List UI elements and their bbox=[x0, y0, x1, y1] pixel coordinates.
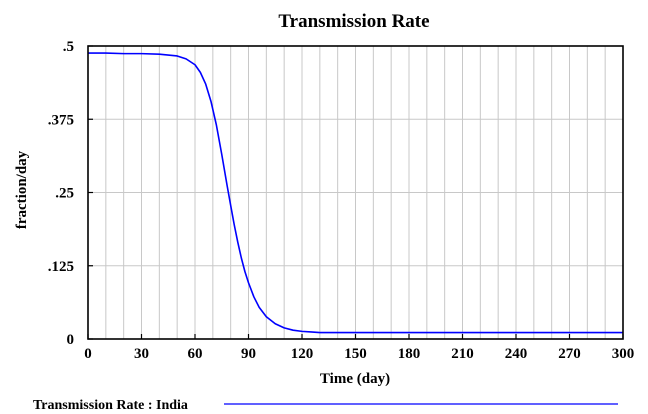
x-tick-label: 60 bbox=[188, 346, 203, 362]
x-tick-label: 240 bbox=[505, 346, 528, 362]
y-tick-label: 0 bbox=[67, 332, 75, 348]
chart-title: Transmission Rate bbox=[278, 11, 429, 32]
y-tick-label: .375 bbox=[48, 112, 74, 128]
x-tick-label: 150 bbox=[344, 346, 367, 362]
x-tick-label: 270 bbox=[558, 346, 581, 362]
x-tick-label: 180 bbox=[398, 346, 421, 362]
x-tick-label: 210 bbox=[451, 346, 474, 362]
series-layer bbox=[88, 52, 623, 334]
x-axis-ticks: 0 30 60 90 120 150 180 210 240 270 300 bbox=[84, 334, 634, 362]
grid-lines bbox=[88, 46, 623, 339]
x-tick-label: 300 bbox=[612, 346, 635, 362]
legend-label: Transmission Rate : India bbox=[33, 398, 188, 413]
x-tick-label: 0 bbox=[84, 346, 92, 362]
y-axis-label: fraction/day bbox=[14, 150, 30, 229]
y-axis-ticks: 0 .125 .25 .375 .5 bbox=[48, 39, 93, 348]
legend: Transmission Rate : India bbox=[33, 398, 618, 413]
x-tick-label: 120 bbox=[291, 346, 314, 362]
series-line-0 bbox=[88, 52, 623, 334]
y-tick-label: .125 bbox=[48, 259, 74, 275]
x-tick-label: 30 bbox=[134, 346, 149, 362]
x-axis-label: Time (day) bbox=[320, 371, 390, 387]
x-tick-label: 90 bbox=[241, 346, 256, 362]
y-tick-label: .5 bbox=[63, 39, 74, 55]
y-tick-label: .25 bbox=[55, 186, 74, 202]
